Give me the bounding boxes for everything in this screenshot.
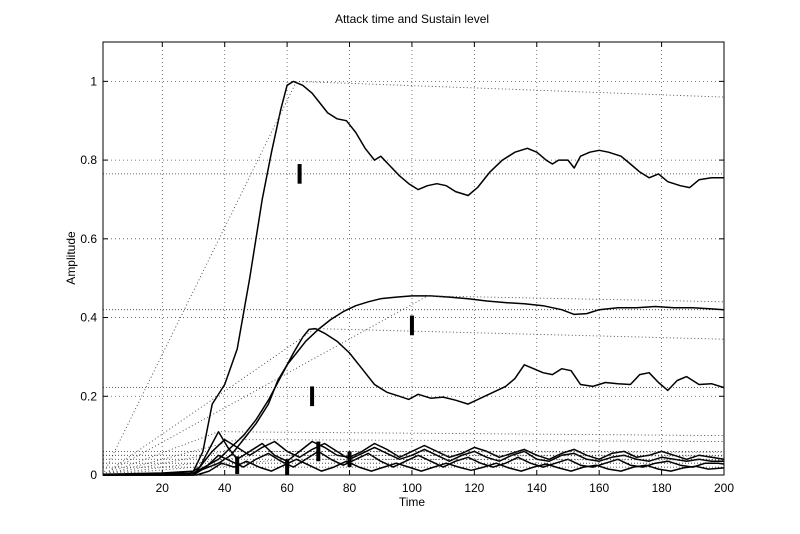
attack-marker-1 [409,315,414,336]
series-lines [102,80,725,476]
y-tick-label-4: 0.8 [80,153,97,167]
envelope-line-10 [102,431,725,476]
series-line-1 [102,295,725,476]
x-axis-title: Time [399,495,426,509]
x-tick-label-8: 180 [652,481,672,495]
chart-title: Attack time and Sustain level [335,12,489,26]
x-tick-label-5: 120 [464,481,484,495]
y-axis-ticks: 0 0.2 0.4 0.6 0.8 1 [80,74,724,482]
attack-marker-6 [347,451,352,468]
envelope-line-8 [102,328,725,476]
attack-marker-3 [235,456,240,475]
y-tick-label-3: 0.6 [80,232,97,246]
y-tick-label-5: 1 [90,74,97,88]
x-tick-label-0: 20 [156,481,170,495]
envelope-line-11 [102,439,725,476]
envelope-line-13 [102,454,725,476]
x-tick-label-7: 160 [589,481,609,495]
x-tick-label-1: 40 [218,481,232,495]
envelope-line-7 [102,80,725,476]
x-tick-label-3: 80 [343,481,357,495]
envelope-line-14 [102,458,725,476]
series-line-0 [102,80,724,475]
series-line-4 [103,438,724,476]
y-tick-label-2: 0.4 [80,311,97,325]
y-tick-label-0: 0 [90,468,97,482]
attack-marker-4 [285,459,290,475]
plot-frame [102,41,725,476]
series-line-6 [103,458,725,476]
attack-marker-2 [310,386,315,407]
series-line-3 [103,430,725,476]
attack-time-markers [235,164,414,475]
x-tick-label-4: 100 [402,481,422,495]
y-tick-label-1: 0.2 [80,389,97,403]
y-axis-title: Amplitude [64,231,78,285]
x-tick-label-9: 200 [714,481,734,495]
x-axis-ticks: 20 40 60 80 100 120 140 160 180 200 [156,42,734,495]
series-line-2 [102,327,725,476]
attack-marker-5 [316,441,321,462]
attack-marker-0 [297,164,302,184]
grid-lines [103,42,724,475]
x-tick-label-6: 140 [527,481,547,495]
x-tick-label-2: 60 [280,481,294,495]
